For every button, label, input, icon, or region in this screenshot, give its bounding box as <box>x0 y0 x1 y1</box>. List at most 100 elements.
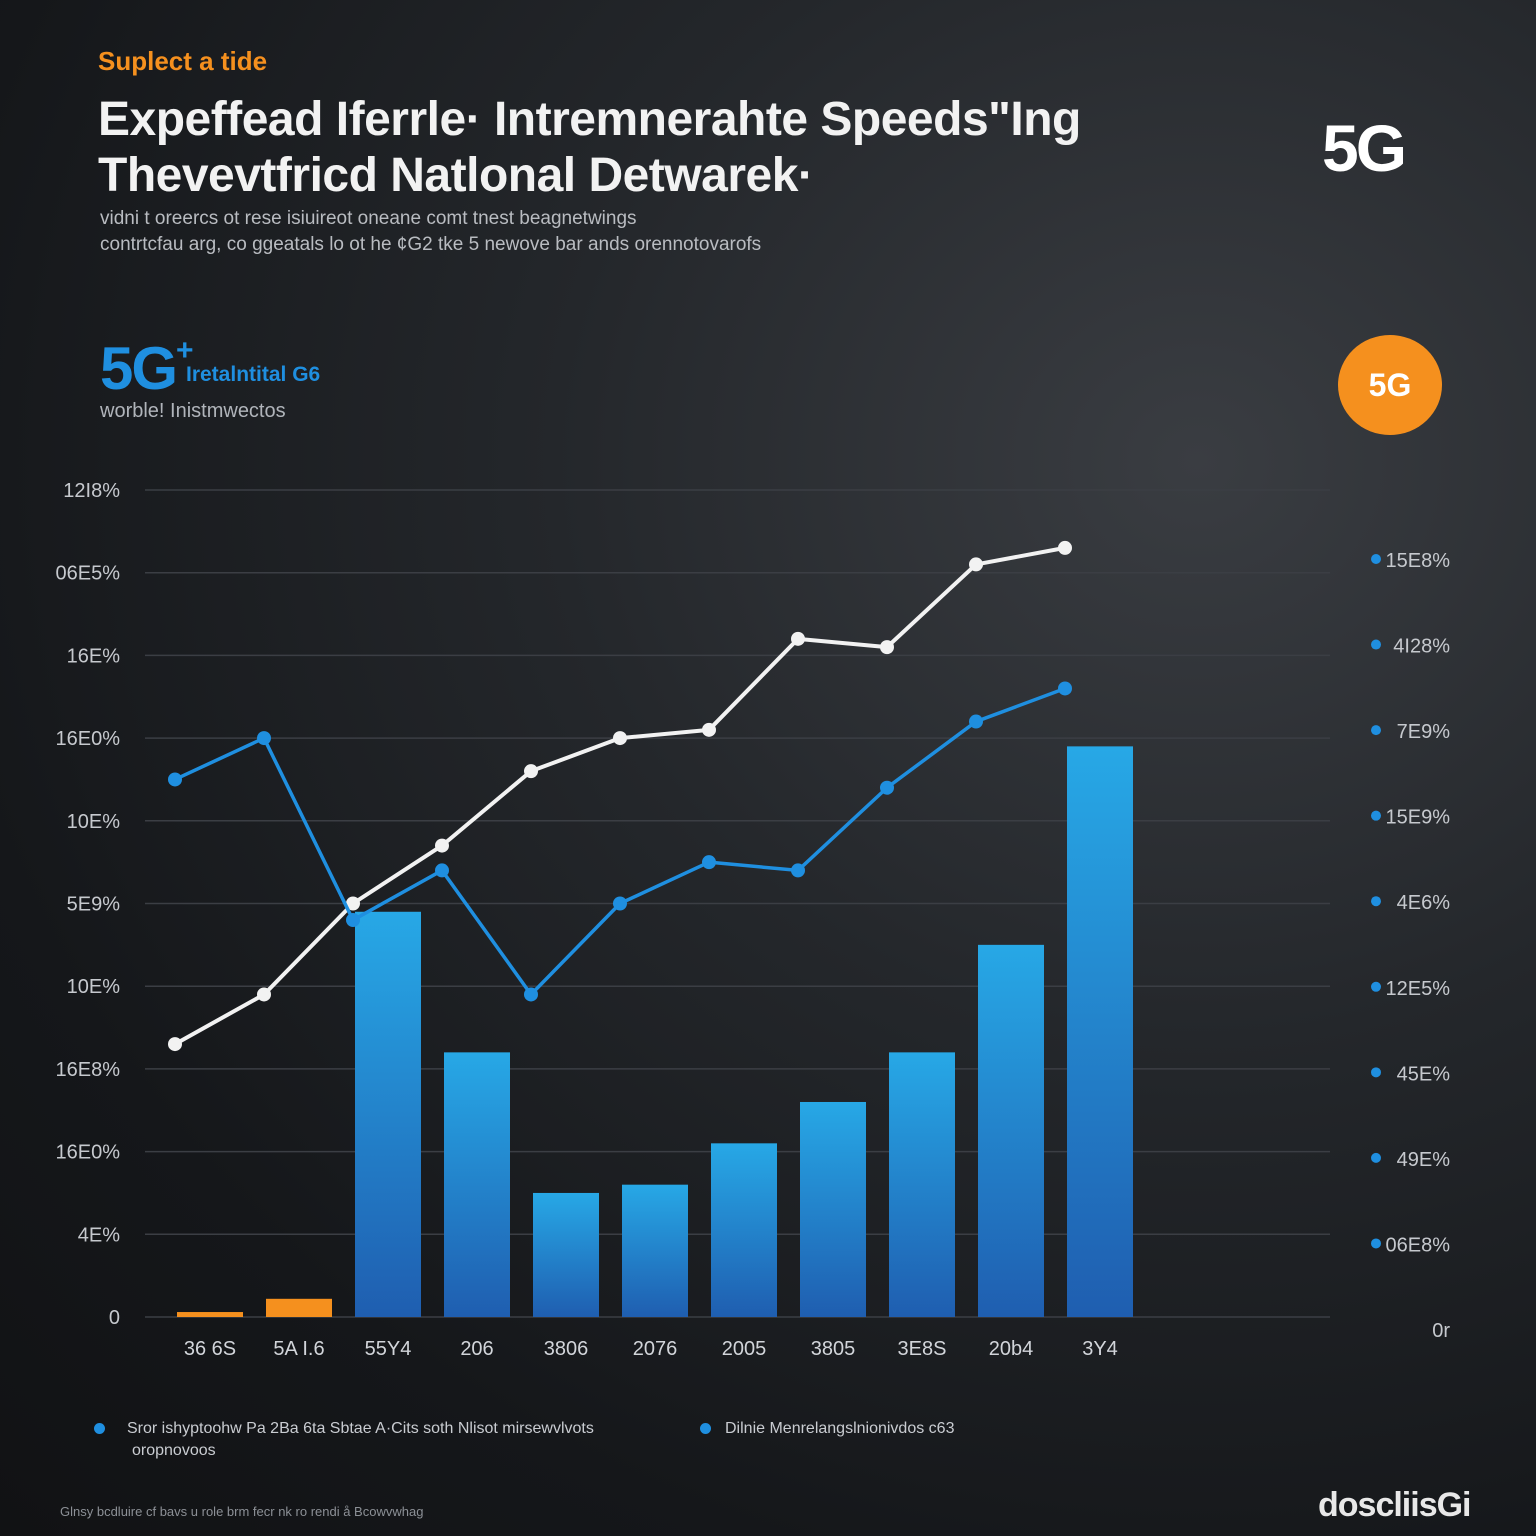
page-title-line-1: Expeffead Iferrle· Intremnerahte Speeds"… <box>98 93 1081 146</box>
bar <box>978 944 1044 1317</box>
right-tick-marker <box>1371 1067 1381 1078</box>
series-point <box>791 863 805 878</box>
right-tick-label: 06E8% <box>1386 1234 1451 1256</box>
x-tick-label: 55Y4 <box>365 1338 412 1360</box>
x-tick-label: 3805 <box>811 1338 856 1360</box>
right-tick-marker <box>1371 1238 1381 1249</box>
x-tick-label: 5A I.6 <box>273 1338 324 1360</box>
x-tick-label: 20b4 <box>989 1338 1034 1360</box>
series-point <box>702 855 716 870</box>
legend-dot-a <box>94 1423 105 1435</box>
kicker-label: Suplect a tide <box>98 46 268 76</box>
x-axis-ticks: 36 6S 5A I.6 55Y4 206 3806 2076 2005 3805 3E8S 20… <box>184 1338 1118 1360</box>
lines <box>168 540 1072 1052</box>
right-tick-label: 7E9% <box>1397 721 1451 743</box>
subtitle-line-2: contrtcfau arg, co ggeatals lo ot he ¢G2… <box>100 234 762 255</box>
right-tick-label: 12E5% <box>1386 978 1451 1000</box>
brand-mark: 5G+ <box>100 334 194 403</box>
x-tick-label: 36 6S <box>184 1338 236 1360</box>
series-point <box>791 631 805 646</box>
series-point <box>168 1037 182 1052</box>
brand-name: Iretalntital G6 <box>186 363 321 386</box>
right-tick-marker <box>1371 810 1381 821</box>
series-point <box>257 987 271 1002</box>
right-tick-marker <box>1371 639 1381 650</box>
series-point <box>346 913 360 928</box>
series-point <box>346 896 360 911</box>
series-point <box>702 722 716 737</box>
bars <box>177 746 1133 1317</box>
y-tick-label: 16E% <box>67 645 121 667</box>
y-tick-label: 16E8% <box>56 1059 121 1081</box>
y-tick-label: 5E9% <box>67 894 121 916</box>
bar <box>889 1052 955 1317</box>
y-tick-label: 10E% <box>67 976 121 998</box>
series-point <box>613 896 627 911</box>
right-tick-label: 4E6% <box>1397 892 1451 914</box>
legend-dot-b <box>700 1423 711 1435</box>
y-tick-label: 06E5% <box>56 563 121 585</box>
footer-note: Glnsy bcdluire cf bavs u role brm fecr n… <box>60 1504 424 1519</box>
bar <box>177 1312 243 1317</box>
series-point <box>613 731 627 746</box>
series-point <box>1058 681 1072 696</box>
right-tick-label: 0r <box>1432 1320 1450 1342</box>
series-point <box>969 557 983 572</box>
bar <box>444 1052 510 1317</box>
bar <box>533 1192 599 1317</box>
right-tick-label: 45E% <box>1397 1063 1451 1085</box>
right-tick-label: 49E% <box>1397 1149 1451 1171</box>
page-title-line-2: Thevevtfricd Natlonal Detwarek· <box>98 149 814 202</box>
series-point <box>524 987 538 1002</box>
bar <box>355 911 421 1317</box>
footer-brand: doscliisGi <box>1318 1486 1471 1524</box>
subtitle-line-1: vidni t oreercs ot rese isiuireot oneane… <box>100 208 637 229</box>
y-tick-label: 16E0% <box>56 728 121 750</box>
series-point <box>880 780 894 795</box>
bar <box>1067 746 1133 1317</box>
legend-item-b: Dilnie Menrelangslnionivdos c63 <box>700 1420 954 1438</box>
right-tick-label: 15E8% <box>1386 550 1451 572</box>
right-tick-marker <box>1371 725 1381 736</box>
right-tick-marker <box>1371 554 1381 564</box>
series-point <box>1058 540 1072 555</box>
series-point <box>435 863 449 878</box>
series-point <box>168 772 182 787</box>
brand-tagline: worble! Inistmwectos <box>100 400 286 422</box>
bar <box>711 1143 777 1317</box>
x-tick-label: 2005 <box>722 1338 767 1360</box>
5g-logo: 5G <box>1322 111 1407 185</box>
bar <box>266 1298 332 1317</box>
right-tick-marker <box>1371 1152 1381 1163</box>
series-point <box>257 731 271 746</box>
5g-badge: 5G <box>1338 335 1442 435</box>
right-axis-ticks: 15E8% 4I28% 7E9% 15E9% 4E6% 12E5% 45E% 49E% 06E8… <box>1371 550 1450 1342</box>
y-tick-label: 12I8% <box>63 480 120 502</box>
right-tick-label: 15E9% <box>1386 807 1451 829</box>
right-tick-label: 4I28% <box>1393 636 1450 658</box>
right-tick-marker <box>1371 896 1381 907</box>
legend-label-a: Sror ishyptoohw Pa 2Ba 6ta Sbtae A·Cits … <box>127 1420 594 1437</box>
y-axis-ticks: 12I8% 06E5% 16E% 16E0% 10E% 5E9% 10E% 16E8% 16E0… <box>56 480 121 1329</box>
series-line <box>174 545 1066 1046</box>
legend-label-b: Dilnie Menrelangslnionivdos c63 <box>725 1420 955 1437</box>
legend-label-a-line-2: oropnovoos <box>132 1442 216 1459</box>
bar <box>800 1101 866 1317</box>
y-tick-label: 10E% <box>67 811 121 833</box>
y-tick-label: 0 <box>109 1307 120 1329</box>
x-tick-label: 2076 <box>633 1338 678 1360</box>
series-point <box>524 764 538 779</box>
y-tick-label: 4E% <box>78 1224 120 1246</box>
x-tick-label: 3Y4 <box>1082 1338 1118 1360</box>
x-tick-label: 3806 <box>544 1338 589 1360</box>
x-tick-label: 206 <box>460 1338 493 1360</box>
series-point <box>880 640 894 655</box>
series-point <box>969 714 983 729</box>
brand-plus: + <box>176 334 193 367</box>
x-tick-label: 3E8S <box>898 1338 947 1360</box>
series-point <box>435 838 449 853</box>
brand-mark-text: 5G <box>100 335 178 402</box>
y-tick-label: 16E0% <box>56 1142 121 1164</box>
right-tick-marker <box>1371 981 1381 992</box>
